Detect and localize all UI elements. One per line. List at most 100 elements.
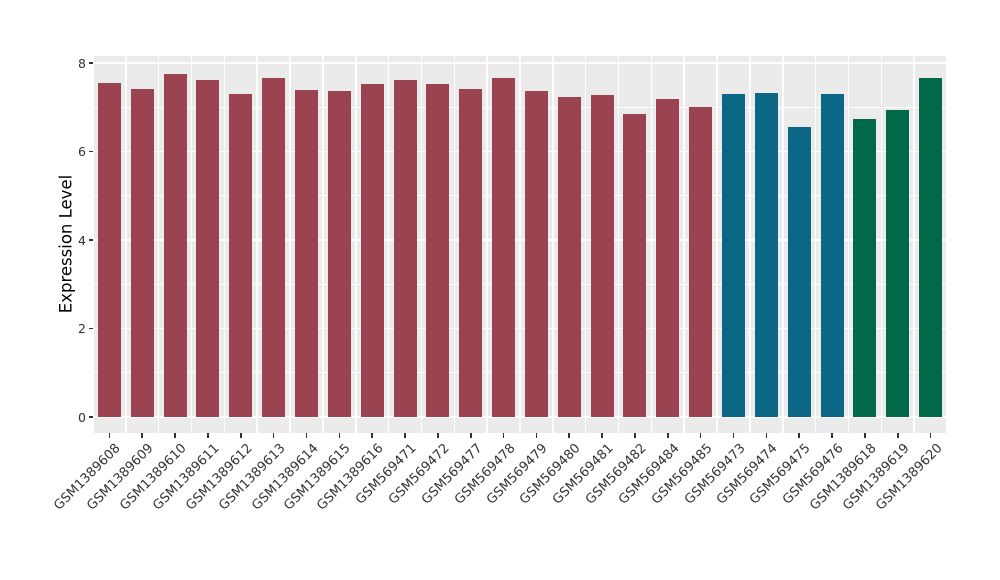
y-tick-label: 0	[78, 409, 86, 425]
bar	[787, 126, 811, 417]
gridline-vertical-minor	[880, 56, 883, 433]
gridline-vertical-minor	[552, 56, 554, 433]
y-tick-mark	[88, 327, 93, 330]
bar	[459, 89, 483, 417]
y-tick-label: 8	[78, 55, 86, 71]
y-tick-label: 4	[78, 232, 86, 248]
gridline-vertical-minor	[93, 56, 94, 433]
bar	[426, 83, 450, 417]
bar	[327, 91, 351, 417]
bar	[853, 119, 877, 417]
gridline-vertical-minor	[683, 56, 686, 433]
bar	[97, 82, 121, 417]
x-tick-mark	[371, 433, 373, 438]
plot-panel	[93, 56, 947, 433]
gridline-vertical-minor	[946, 56, 947, 433]
bar	[722, 93, 745, 417]
bar	[295, 89, 318, 417]
bar	[590, 95, 614, 417]
gridline-vertical-minor	[387, 56, 390, 433]
x-tick-mark	[831, 433, 833, 438]
gridline-vertical-minor	[453, 56, 456, 433]
gridline-vertical-minor	[322, 56, 324, 433]
x-tick-mark	[864, 433, 866, 438]
x-tick-mark	[798, 433, 800, 438]
x-tick-mark	[108, 433, 111, 438]
x-tick-mark	[240, 433, 242, 438]
gridline-vertical-minor	[519, 56, 521, 433]
x-tick-mark	[765, 433, 768, 438]
bar	[919, 77, 943, 417]
x-tick-mark	[634, 433, 636, 438]
gridline-horizontal-minor	[93, 106, 947, 108]
gridline-vertical-minor	[190, 56, 193, 433]
bar	[130, 89, 154, 417]
bar	[754, 92, 778, 417]
gridline-vertical-minor	[354, 56, 357, 433]
bar	[163, 73, 187, 417]
x-tick-mark	[601, 433, 603, 438]
gridline-vertical-minor	[716, 56, 718, 433]
x-tick-mark	[437, 433, 439, 438]
bar	[886, 109, 910, 417]
bar	[656, 98, 680, 417]
gridline-horizontal-major	[93, 62, 947, 64]
bar	[492, 77, 516, 417]
x-tick-mark	[535, 433, 538, 438]
gridline-vertical-minor	[289, 56, 291, 433]
gridline-horizontal-minor	[93, 372, 947, 374]
bar	[524, 91, 548, 417]
bar	[262, 78, 286, 417]
bar	[820, 93, 844, 417]
gridline-horizontal-minor	[93, 283, 947, 285]
x-tick-mark	[732, 433, 735, 438]
gridline-horizontal-major	[93, 327, 947, 330]
x-tick-mark	[141, 433, 144, 438]
gridline-vertical-minor	[157, 56, 160, 433]
gridline-vertical-minor	[617, 56, 620, 433]
gridline-vertical-minor	[125, 56, 127, 433]
gridline-vertical-minor	[584, 56, 587, 433]
x-tick-mark	[404, 433, 406, 438]
x-tick-mark	[207, 433, 209, 438]
gridline-vertical-minor	[486, 56, 488, 433]
y-tick-mark	[88, 239, 93, 241]
y-tick-mark	[88, 150, 93, 153]
bar	[689, 107, 713, 417]
bar	[229, 93, 253, 417]
gridline-vertical-minor	[420, 56, 423, 433]
gridline-vertical-minor	[650, 56, 653, 433]
y-tick-label: 2	[78, 321, 86, 336]
gridline-horizontal-major	[93, 416, 947, 418]
gridline-vertical-minor	[749, 56, 751, 433]
gridline-vertical-minor	[847, 56, 850, 433]
bar	[623, 113, 647, 417]
x-tick-mark	[667, 433, 669, 438]
gridline-horizontal-major	[93, 239, 947, 241]
gridline-vertical-minor	[256, 56, 259, 433]
bar	[393, 80, 417, 417]
x-tick-mark	[174, 433, 176, 438]
x-tick-mark	[305, 433, 308, 438]
x-tick-mark	[502, 433, 505, 438]
x-tick-mark	[469, 433, 472, 438]
x-tick-mark	[699, 433, 702, 438]
bar	[557, 96, 581, 417]
bar	[196, 79, 220, 417]
gridline-vertical-minor	[223, 56, 226, 433]
x-tick-mark	[896, 433, 899, 438]
x-tick-mark	[568, 433, 571, 438]
x-tick-mark	[272, 433, 275, 438]
y-tick-mark	[88, 62, 93, 64]
gridline-vertical-minor	[814, 56, 817, 433]
gridline-vertical-minor	[781, 56, 784, 433]
gridline-horizontal-minor	[93, 195, 947, 197]
x-tick-mark	[929, 433, 932, 438]
y-tick-mark	[88, 416, 93, 418]
x-tick-mark	[338, 433, 341, 438]
y-tick-label: 6	[78, 144, 86, 159]
gridline-horizontal-major	[93, 150, 947, 153]
bar	[360, 83, 384, 417]
gridline-vertical-minor	[913, 56, 915, 433]
